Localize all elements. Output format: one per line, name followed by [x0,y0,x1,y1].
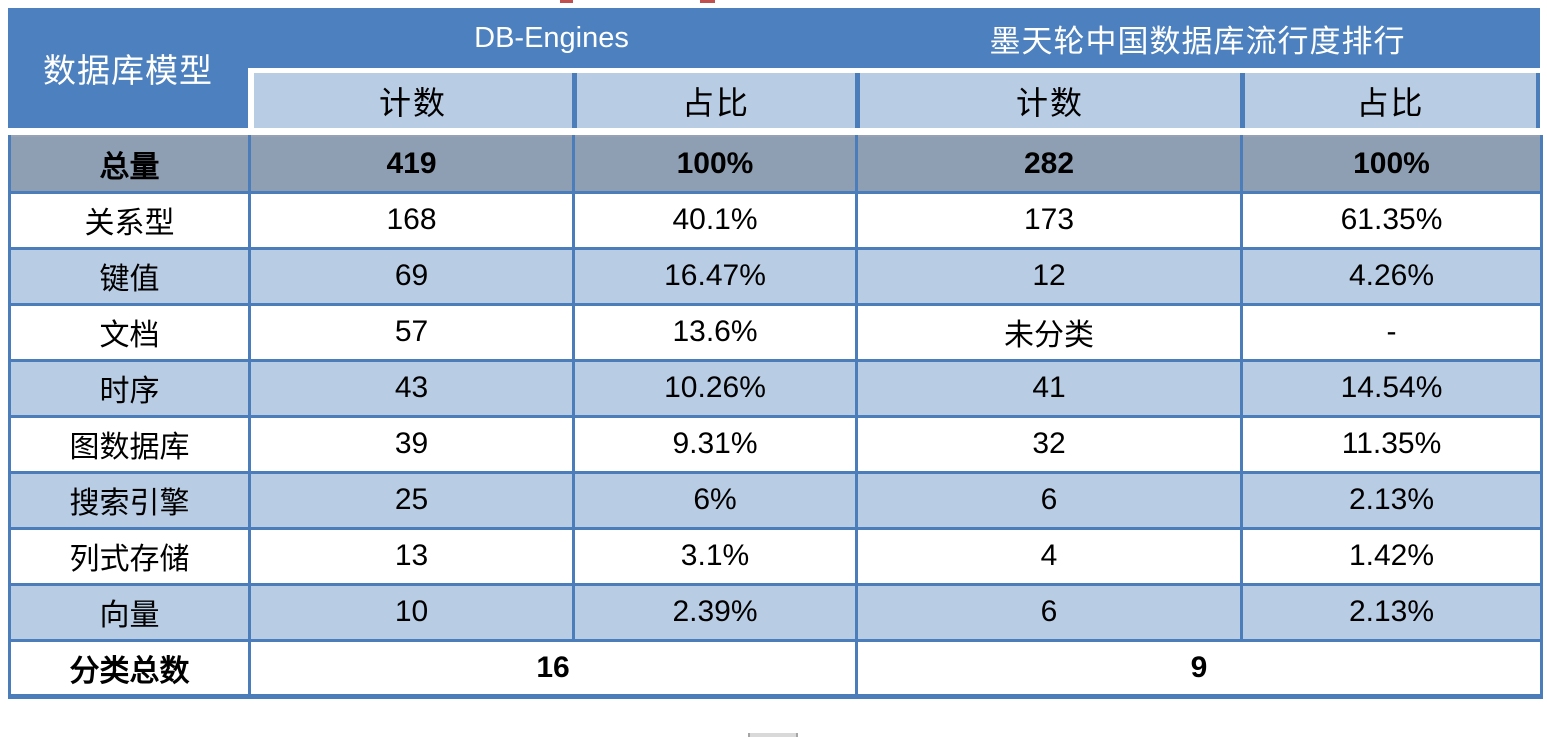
table-row: 列式存储 13 3.1% 4 1.42% [8,526,1543,586]
row-label: 文档 [8,302,251,362]
cropped-red-mark [700,0,715,3]
table-row-category-totals: 分类总数 16 9 [8,638,1543,698]
corner-header-cell: 数据库模型 [8,8,248,128]
table-row-total: 总量 419 100% 282 100% [8,135,1543,194]
subheader-db-count: 计数 [248,73,572,128]
cell-value: 13 [248,526,575,586]
cell-value: 419 [248,135,575,194]
cell-value: 282 [855,135,1243,194]
cell-value: 11.35% [1240,414,1543,474]
cell-value: 6 [855,470,1243,530]
cell-value: 25 [248,470,575,530]
cell-value: 4 [855,526,1243,586]
subheader-modb-count: 计数 [855,73,1240,128]
table-row: 文档 57 13.6% 未分类 - [8,302,1543,362]
header-divider [248,68,1540,73]
table-row: 向量 10 2.39% 6 2.13% [8,582,1543,642]
cell-value: 2.39% [572,582,858,642]
row-label: 列式存储 [8,526,251,586]
table-row: 关系型 168 40.1% 173 61.35% [8,190,1543,250]
cell-value: 168 [248,190,575,250]
cell-value: 100% [572,135,858,194]
subheader-modb-share: 占比 [1240,73,1540,128]
row-label: 分类总数 [8,638,251,698]
cell-value: 9.31% [572,414,858,474]
cell-value: 69 [248,246,575,306]
row-label: 关系型 [8,190,251,250]
cell-value: 6% [572,470,858,530]
group-header-db-engines: DB-Engines [248,8,855,68]
cell-value: 3.1% [572,526,858,586]
row-label: 总量 [8,135,251,194]
cell-value: 2.13% [1240,470,1543,530]
cell-value: 16.47% [572,246,858,306]
cell-value: 40.1% [572,190,858,250]
cell-value: - [1240,302,1543,362]
row-label: 时序 [8,358,251,418]
row-label: 向量 [8,582,251,642]
header-body-gap [8,128,1540,135]
table-row: 搜索引擎 25 6% 6 2.13% [8,470,1543,530]
subheader-db-share: 占比 [572,73,855,128]
cell-value: 41 [855,358,1243,418]
cell-value: 13.6% [572,302,858,362]
cell-value: 100% [1240,135,1543,194]
cell-value: 43 [248,358,575,418]
cell-modb-category-total: 9 [855,638,1543,698]
cell-value: 57 [248,302,575,362]
row-label: 图数据库 [8,414,251,474]
table-body: 总量 419 100% 282 100% 关系型 168 40.1% 173 6… [8,135,1543,699]
comparison-table: 数据库模型 DB-Engines 墨天轮中国数据库流行度排行 计数 占比 计数 … [8,8,1543,699]
cell-value: 2.13% [1240,582,1543,642]
cell-value: 12 [855,246,1243,306]
table-row: 时序 43 10.26% 41 14.54% [8,358,1543,418]
cell-value: 4.26% [1240,246,1543,306]
cropped-red-mark [560,0,573,3]
cell-value: 未分类 [855,302,1243,362]
table-header: 数据库模型 DB-Engines 墨天轮中国数据库流行度排行 计数 占比 计数 … [8,8,1540,128]
row-label: 搜索引擎 [8,470,251,530]
group-header-modb: 墨天轮中国数据库流行度排行 [855,8,1540,68]
table-row: 图数据库 39 9.31% 32 11.35% [8,414,1543,474]
cell-value: 6 [855,582,1243,642]
cell-value: 14.54% [1240,358,1543,418]
cell-value: 173 [855,190,1243,250]
table-row: 键值 69 16.47% 12 4.26% [8,246,1543,306]
row-label: 键值 [8,246,251,306]
cell-value: 1.42% [1240,526,1543,586]
cell-db-engines-category-total: 16 [248,638,858,698]
cell-value: 10 [248,582,575,642]
cell-value: 10.26% [572,358,858,418]
cell-value: 39 [248,414,575,474]
cropped-scrollbar-fragment [748,733,798,737]
cell-value: 61.35% [1240,190,1543,250]
cell-value: 32 [855,414,1243,474]
